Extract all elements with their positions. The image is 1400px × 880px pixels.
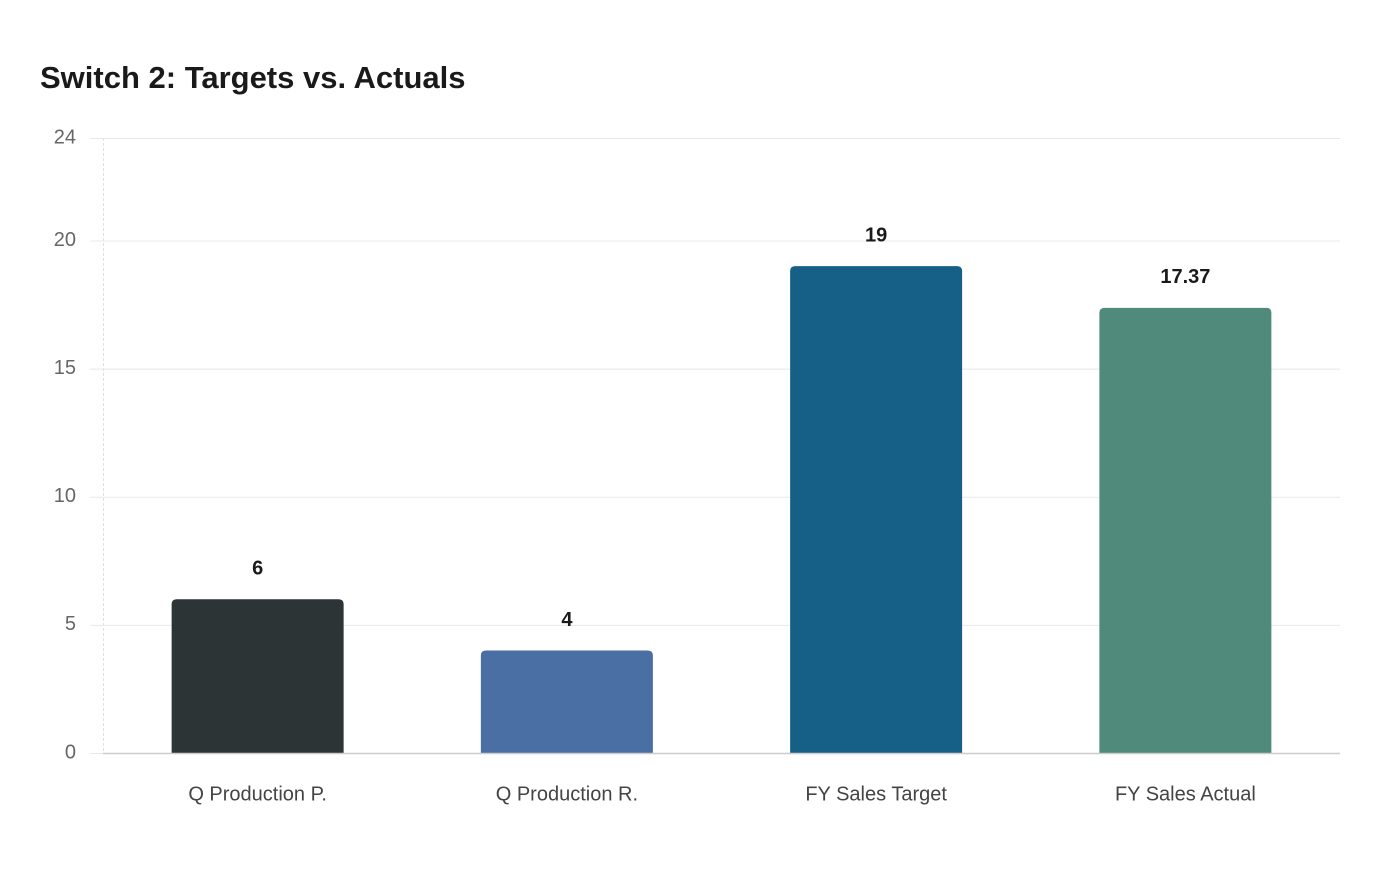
bar [480,650,653,753]
x-tick-label: FY Sales Target [805,783,947,805]
y-tick-label: 24 [54,126,76,148]
bar [171,599,344,753]
value-label: 19 [865,224,887,246]
bar [790,266,963,753]
y-tick-label: 5 [65,613,76,635]
value-label: 6 [252,558,263,580]
x-tick-label: Q Production R. [496,783,638,805]
value-label: 4 [561,609,573,631]
y-tick-label: 20 [54,229,76,251]
y-tick-label: 0 [65,741,76,763]
value-label: 17.37 [1160,266,1210,288]
y-tick-label: 15 [54,357,76,379]
x-tick-label: FY Sales Actual [1115,783,1256,805]
y-tick-label: 10 [54,485,76,507]
chart-title: Switch 2: Targets vs. Actuals [40,60,466,95]
bar [1099,307,1272,753]
x-tick-label: Q Production P. [188,783,327,805]
